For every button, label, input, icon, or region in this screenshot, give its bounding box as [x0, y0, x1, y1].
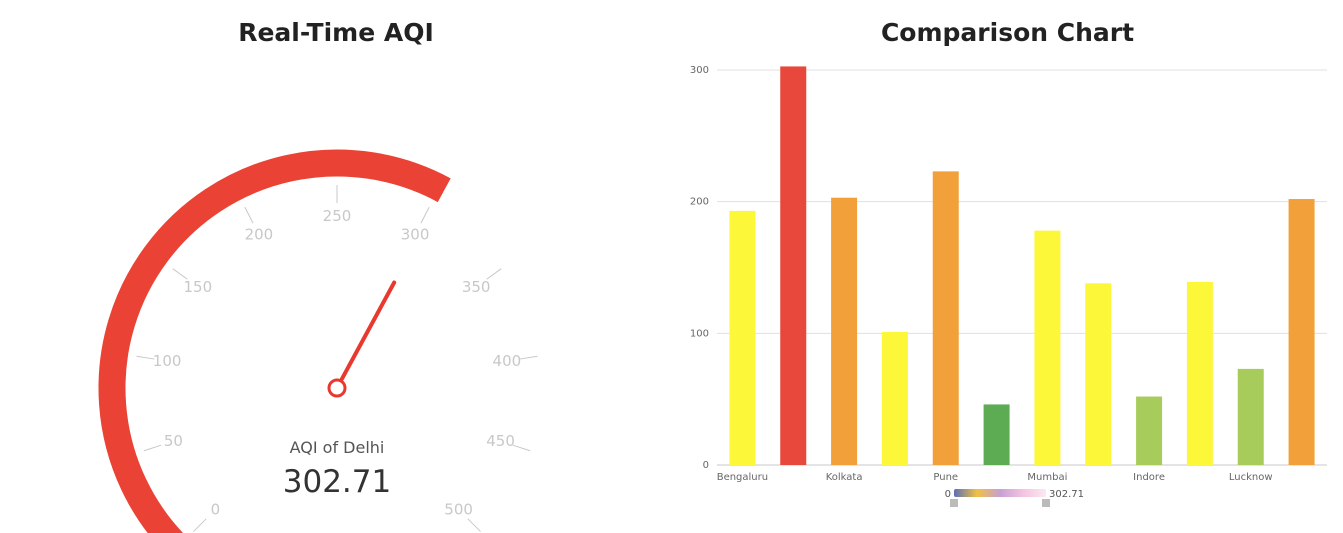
bar: [881, 332, 908, 465]
bar: [1034, 230, 1061, 465]
y-tick-label: 200: [690, 197, 709, 208]
y-tick-label: 100: [690, 328, 709, 339]
bar: [1288, 199, 1315, 466]
gauge-tick-label: 500: [444, 501, 473, 519]
gauge-split-line: [143, 444, 162, 452]
gauge-split-line: [172, 268, 188, 280]
gauge-title: Real-Time AQI: [238, 18, 434, 47]
gauge-tick-label: 250: [323, 207, 352, 225]
gauge-pointer-anchor: [327, 378, 347, 398]
gauge-tick-label: 350: [462, 278, 491, 296]
x-tick-label: Pune: [933, 472, 958, 483]
bar: [1186, 281, 1213, 465]
bar: [780, 66, 807, 466]
bar: [932, 171, 959, 465]
x-tick-label: Mumbai: [1027, 472, 1067, 483]
gauge-split-line: [486, 268, 502, 280]
gauge-panel: Real-Time AQI 0 50 100 150 200 250 300 350 400 45…: [98, 18, 538, 533]
bar: [1085, 283, 1112, 465]
x-tick-label: Indore: [1133, 472, 1165, 483]
gauge-tick-label: 100: [153, 352, 182, 370]
gauge-tick-label: 200: [245, 226, 274, 244]
gauge-tick-label: 300: [401, 226, 430, 244]
gauge-value: 302.71: [283, 464, 391, 500]
visual-map-handle-max: [1042, 499, 1050, 507]
bar-chart-title: Comparison Chart: [880, 18, 1135, 47]
bar: [1237, 368, 1264, 465]
gauge-tick-label: 150: [184, 278, 213, 296]
gauge-split-line: [136, 355, 155, 360]
bar: [983, 404, 1010, 465]
x-tick-label: Lucknow: [1229, 472, 1273, 483]
bar: [729, 210, 756, 465]
gauge-tick-label: 0: [211, 501, 221, 519]
gauge-chart: 0 50 100 150 200 250 300 350 400 450 500 AQI of Del…: [98, 149, 538, 533]
gauge-split-line: [193, 518, 207, 532]
y-tick-label: 0: [703, 460, 709, 471]
visual-map-bar: [954, 489, 1046, 497]
gauge-tick-label: 450: [486, 432, 515, 450]
gauge-tick-label: 400: [493, 352, 522, 370]
visual-map-handle-min: [950, 499, 958, 507]
bar-chart: 0 100 200 300 Bengaluru Kolkata Pune Mumbai Indo…: [690, 65, 1327, 507]
x-tick-label: Kolkata: [826, 472, 863, 483]
gauge-pointer: [339, 280, 397, 382]
bar-panel: Comparison Chart 0 100 200 300 Bengaluru Kolk…: [672, 0, 1343, 533]
gauge-split-line: [519, 355, 538, 360]
bar: [831, 197, 858, 465]
gauge-split-line: [467, 518, 481, 532]
gauge-split-line: [420, 206, 430, 224]
gauge-split-line: [244, 206, 254, 224]
visual-map-max-label: 302.71: [1049, 489, 1084, 500]
x-tick-label: Bengaluru: [717, 472, 768, 483]
gauge-split-line: [512, 444, 531, 452]
gauge-tick-label: 50: [164, 432, 183, 450]
visual-map-min-label: 0: [945, 489, 951, 500]
gauge-progress-arc: [98, 149, 451, 533]
bar: [1136, 396, 1163, 465]
y-tick-label: 300: [690, 65, 709, 76]
gauge-caption: AQI of Delhi: [290, 438, 385, 457]
